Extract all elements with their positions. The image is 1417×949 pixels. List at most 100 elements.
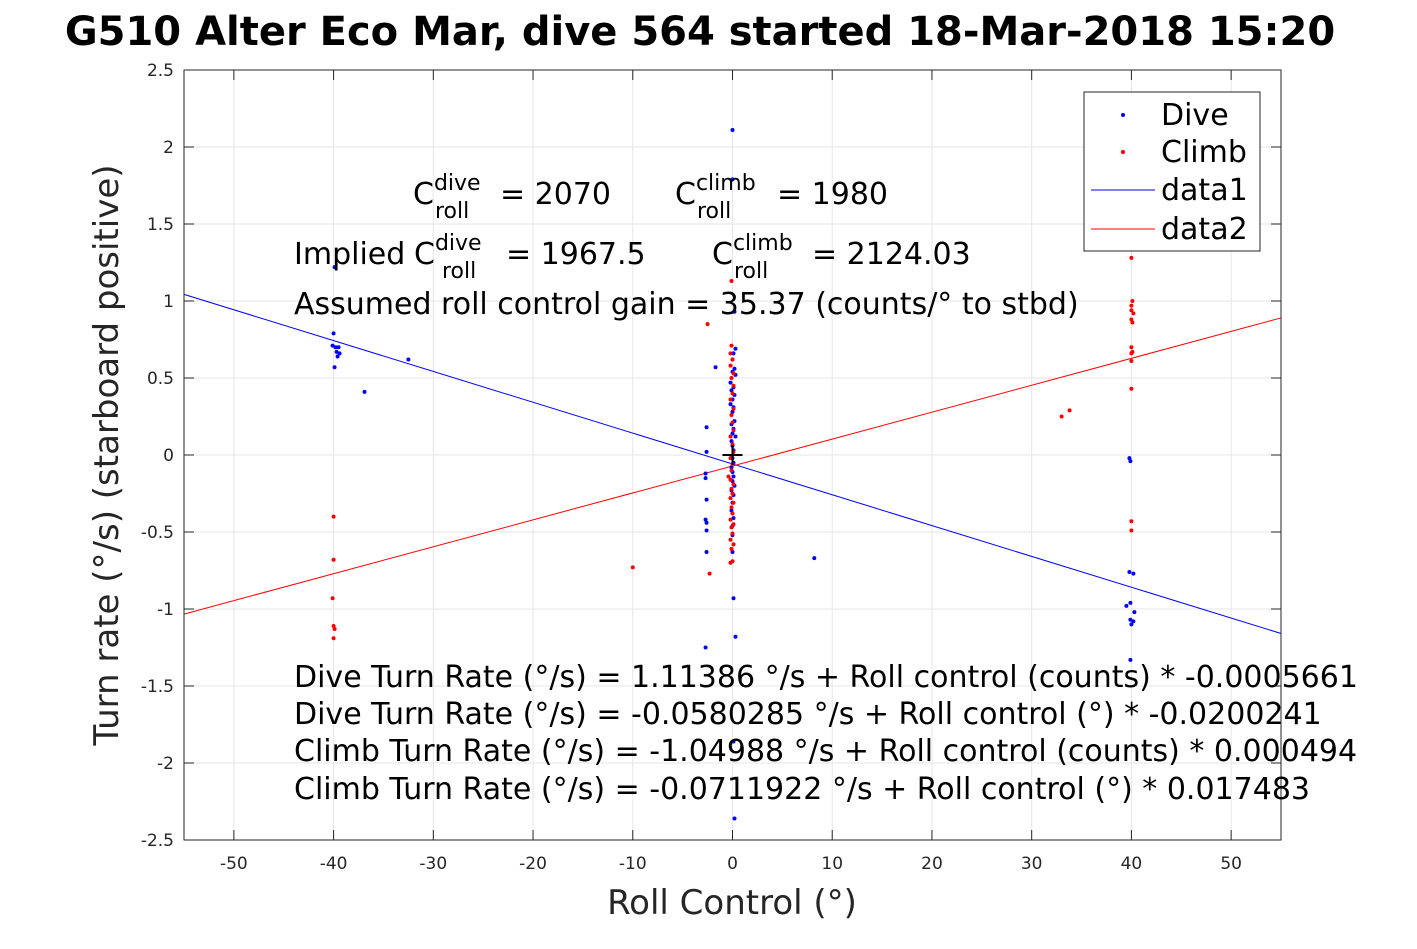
implied-annotation: Implied Cdive roll = 1967.5 Cclimb roll = 212… <box>294 231 971 284</box>
climb-point <box>728 537 733 542</box>
climb-point <box>728 477 733 482</box>
x-tick-label: -50 <box>220 854 248 874</box>
y-axis-label: Turn rate (°/s) (starboard positive) <box>87 164 127 746</box>
dive-point <box>331 331 336 336</box>
dive-point <box>729 508 734 513</box>
dive-point <box>731 516 736 521</box>
equation-line: Climb Turn Rate (°/s) = -1.04988 °/s + R… <box>294 734 1357 769</box>
dive-point <box>730 550 735 555</box>
x-tick-label: -40 <box>320 854 348 874</box>
climb-point <box>1129 359 1134 364</box>
chart-title: G510 Alter Eco Mar, dive 564 started 18-… <box>65 9 1335 55</box>
climb-point <box>731 383 736 388</box>
dive-point <box>1128 600 1133 605</box>
dive-point <box>733 434 738 439</box>
climb-point <box>730 531 735 536</box>
dive-point <box>729 388 734 393</box>
climb-point <box>729 525 734 530</box>
x-tick-label: 20 <box>921 854 943 874</box>
dive-point <box>1132 610 1137 615</box>
climb-point <box>1129 303 1134 308</box>
dive-point <box>704 497 709 502</box>
climb-point <box>1129 317 1134 322</box>
legend-label-data2: data2 <box>1161 212 1248 247</box>
climb-point <box>331 623 336 628</box>
dive-point <box>713 365 718 370</box>
dive-point <box>1129 622 1134 627</box>
dive-point <box>1128 617 1133 622</box>
dive-point <box>1127 456 1132 461</box>
c-dive-annotation: Cdive roll = 2070 <box>413 171 611 224</box>
dive-point <box>730 177 735 182</box>
climb-point <box>1059 414 1064 419</box>
climb-point <box>1129 519 1134 524</box>
climb-point <box>1129 255 1134 260</box>
y-tick-label: 1.5 <box>147 215 174 235</box>
dive-point <box>1128 657 1133 662</box>
y-tick-label: 0 <box>163 446 174 466</box>
y-tick-label: -1 <box>157 600 174 620</box>
legend-marker-climb <box>1121 150 1125 154</box>
dive-point <box>337 351 342 356</box>
legend-label-data1: data1 <box>1161 173 1248 208</box>
dive-point <box>333 345 338 350</box>
dive-point <box>732 816 737 821</box>
dive-point <box>731 474 736 479</box>
x-axis-label: Roll Control (°) <box>607 883 857 923</box>
dive-point <box>1128 459 1133 464</box>
climb-point <box>730 511 735 516</box>
dive-point <box>728 402 733 407</box>
climb-point <box>1131 311 1136 316</box>
climb-point <box>1067 408 1072 413</box>
climb-point <box>332 627 337 632</box>
climb-point <box>729 505 734 510</box>
x-tick-label: -10 <box>619 854 647 874</box>
data-points <box>330 128 1137 821</box>
dive-point <box>332 365 337 370</box>
dive-point <box>732 309 737 314</box>
climb-point <box>728 434 733 439</box>
climb-point <box>728 517 733 522</box>
climb-point <box>729 468 734 473</box>
climb-point <box>731 406 736 411</box>
dive-point <box>1124 603 1129 608</box>
climb-point <box>728 496 733 501</box>
dive-point <box>812 556 817 561</box>
climb-point <box>731 522 736 527</box>
axis-ticks: -50 -40 -30 -20 -10 0 10 20 30 40 50-2.5-2-1.5-1-0… <box>141 61 1281 874</box>
climb-point <box>1129 308 1134 313</box>
climb-point <box>330 596 335 601</box>
dive-point <box>731 596 736 601</box>
climb-point <box>729 376 734 380</box>
climb-point <box>729 343 734 348</box>
legend-label-dive: Dive <box>1161 98 1229 133</box>
equation-line: Dive Turn Rate (°/s) = -0.0580285 °/s + … <box>294 697 1322 732</box>
climb-point <box>731 500 736 505</box>
climb-point <box>1129 345 1134 350</box>
x-tick-label: 50 <box>1220 854 1242 874</box>
dive-point <box>733 634 738 639</box>
dive-point <box>704 449 709 454</box>
climb-point <box>1129 351 1134 356</box>
climb-point <box>331 514 336 519</box>
y-tick-label: 2.5 <box>147 61 174 81</box>
dive-point <box>704 550 709 555</box>
equation-line: Dive Turn Rate (°/s) = 1.11386 °/s + Rol… <box>294 660 1358 695</box>
climb-point <box>1130 299 1135 303</box>
climb-point <box>707 571 712 576</box>
legend-box <box>1083 91 1261 252</box>
c-climb-annotation: Cclimb roll = 1980 <box>675 171 888 224</box>
climb-point <box>729 412 734 417</box>
origin-marker <box>722 445 743 465</box>
dive-point <box>730 431 735 436</box>
legend-label-climb: Climb <box>1161 135 1247 170</box>
climb-point <box>726 474 731 479</box>
dive-point <box>703 476 708 481</box>
y-tick-label: -1.5 <box>141 677 174 697</box>
climb-point <box>731 428 736 433</box>
dive-point <box>729 465 734 470</box>
gain-annotation: Assumed roll control gain = 35.37 (count… <box>294 287 1079 322</box>
x-tick-label: 30 <box>1021 854 1043 874</box>
dive-point <box>362 389 367 394</box>
